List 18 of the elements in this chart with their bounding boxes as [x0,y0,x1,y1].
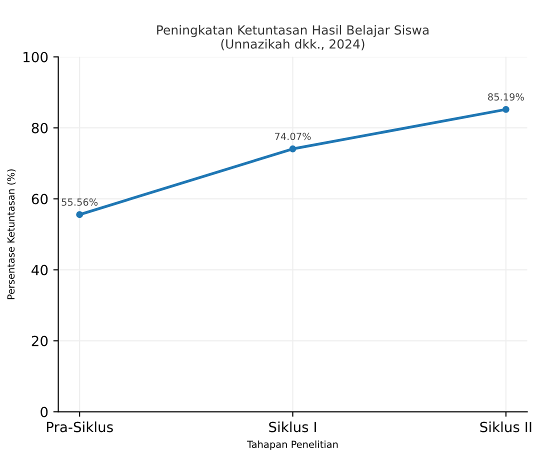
y-tick-label: 60 [32,194,48,204]
y-tick-label: 0 [40,406,48,418]
data-label: 55.56% [62,198,98,206]
data-label: 74.07% [275,132,311,140]
point [76,211,84,218]
y-axis-title: Persentase Ketuntasan (%) [7,169,16,300]
x-tick-label: Pra-Siklus [46,421,113,432]
point [289,145,296,152]
data-label: 85.19% [488,93,524,101]
chart-title: Peningkatan Ketuntasan Hasil Belajar Siswa (Unnazikah dkk., 2024) [157,25,428,50]
y-tick-label: 20 [32,336,48,346]
y-tick-label: 100 [24,52,48,62]
x-tick-label: Siklus II [480,421,532,432]
x-axis-title: Tahapan Penelitian [247,440,338,450]
point [502,106,510,113]
x-tick-label: Siklus I [269,421,316,432]
y-tick-label: 40 [32,264,48,276]
y-tick-label: 80 [32,122,48,134]
